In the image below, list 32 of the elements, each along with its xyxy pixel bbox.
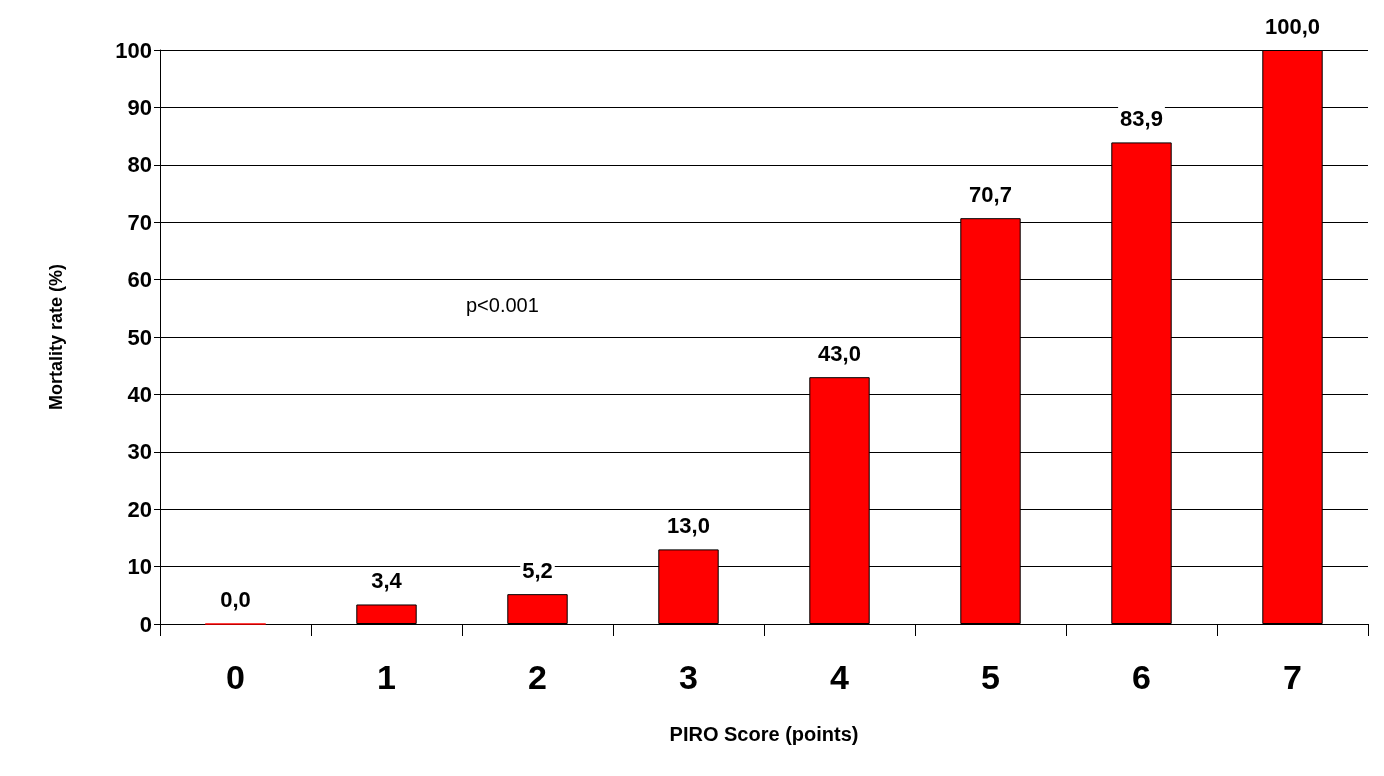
x-tick-label: 2	[528, 658, 547, 696]
data-label: 100,0	[1264, 13, 1321, 39]
data-label: 0,0	[220, 587, 251, 612]
y-tick-label: 80	[127, 152, 152, 178]
y-tick-label: 90	[127, 94, 152, 120]
x-tick-label: 6	[1132, 658, 1151, 696]
x-tick-label: 4	[830, 658, 850, 696]
data-label: 3,4	[371, 567, 403, 593]
annotation: p<0.001	[466, 294, 539, 316]
x-tick-label: 7	[1283, 658, 1302, 696]
y-tick-label: 60	[127, 267, 152, 293]
y-tick-label: 50	[127, 324, 152, 350]
y-tick-label: 10	[127, 554, 152, 580]
y-tick-label: 30	[127, 439, 152, 465]
y-axis-title: Mortality rate (%)	[46, 263, 66, 411]
data-label: 13,0	[667, 512, 710, 538]
data-label: 83,9	[1120, 105, 1163, 131]
y-tick-label: 70	[127, 209, 152, 235]
y-tick-label: 100	[115, 37, 152, 63]
y-tick-label: 0	[139, 611, 152, 637]
data-label: 5,2	[522, 557, 553, 583]
x-tick-label: 3	[679, 658, 698, 696]
bar	[507, 594, 568, 624]
x-axis-title: PIRO Score (points)	[669, 723, 859, 745]
x-tick-label: 5	[981, 658, 1000, 696]
data-label: 70,7	[969, 181, 1012, 207]
y-tick-label: 20	[127, 496, 152, 522]
bar	[356, 604, 417, 624]
x-tick-label: 0	[226, 658, 245, 696]
data-label: 43,0	[818, 340, 861, 366]
y-tick-label: 40	[127, 381, 152, 407]
x-tick-label: 1	[377, 658, 396, 696]
